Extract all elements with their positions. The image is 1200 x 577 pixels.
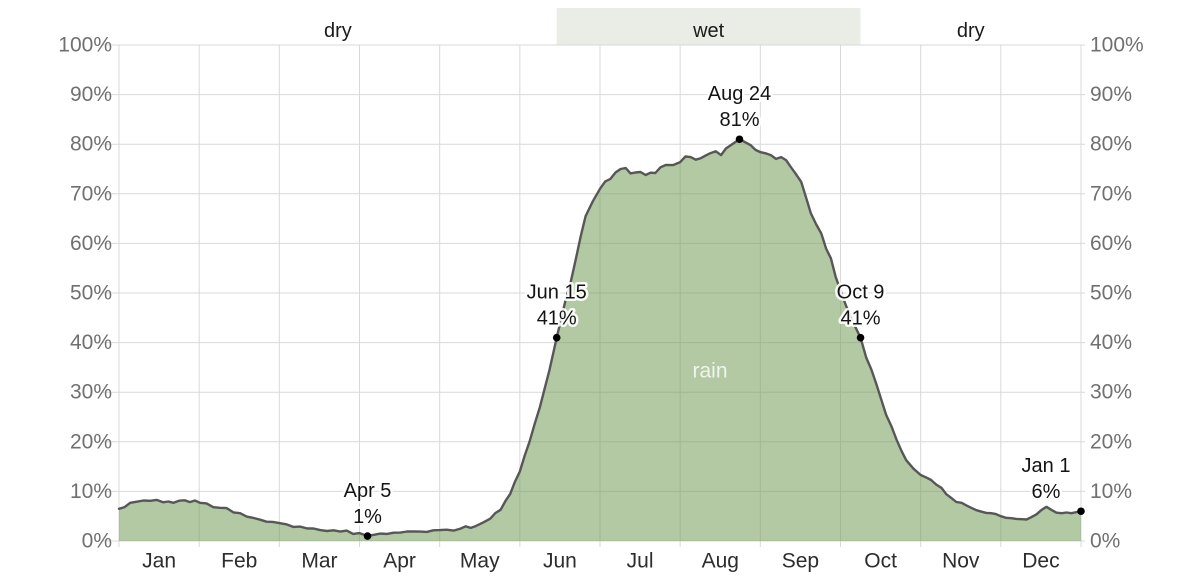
annotation-value-apr5: 1%	[353, 506, 382, 528]
gridlines	[102, 44, 1085, 547]
x-axis-label-sep: Sep	[782, 550, 819, 573]
rain-area	[119, 139, 1081, 541]
annotation-dot-aug24	[735, 135, 744, 144]
y-axis-label-right: 30%	[1090, 381, 1132, 404]
annotation-dot-jan1	[1077, 507, 1085, 516]
y-axis-label-right: 20%	[1090, 430, 1132, 453]
x-axis-label-may: May	[460, 550, 500, 573]
season-label-dry-2: dry	[957, 20, 985, 42]
y-axis-label-left: 80%	[70, 133, 112, 156]
x-axis-label-oct: Oct	[864, 550, 897, 573]
annotation-date-apr5: Apr 5	[344, 480, 392, 502]
season-label-wet-1: wet	[692, 20, 725, 42]
wet-season-band	[556, 8, 861, 45]
y-axis-label-left: 60%	[70, 232, 112, 255]
y-axis-label-right: 70%	[1090, 182, 1132, 205]
y-axis-label-left: 30%	[70, 381, 112, 404]
annotation-date-jan1: Jan 1	[1022, 455, 1071, 477]
rain-area-label: rain	[692, 360, 727, 383]
y-axis-label-right: 0%	[1090, 530, 1120, 553]
y-axis-label-left: 40%	[70, 331, 112, 354]
y-axis-label-right: 60%	[1090, 232, 1132, 255]
annotation-value-jun15: 41%	[537, 308, 577, 330]
x-axis-label-aug: Aug	[702, 550, 739, 573]
season-label-dry-0: dry	[324, 20, 352, 42]
x-axis-label-apr: Apr	[383, 550, 416, 573]
x-axis-label-mar: Mar	[301, 550, 337, 573]
annotation-date-oct9: Oct 9	[837, 282, 885, 304]
x-axis-label-dec: Dec	[1022, 550, 1059, 573]
annotation-dot-apr5	[363, 532, 372, 540]
y-axis-label-right: 90%	[1090, 83, 1132, 106]
x-axis-label-nov: Nov	[942, 550, 980, 573]
y-axis-label-left: 0%	[82, 530, 112, 553]
x-axis-label-jan: Jan	[142, 550, 176, 573]
y-axis-label-left: 50%	[70, 282, 112, 305]
y-axis-label-left: 100%	[58, 34, 112, 57]
annotation-value-oct9: 41%	[841, 308, 881, 330]
y-axis-label-left: 90%	[70, 83, 112, 106]
x-axis-label-feb: Feb	[221, 550, 257, 573]
y-axis-label-right: 50%	[1090, 282, 1132, 305]
annotation-dot-oct9	[856, 333, 865, 342]
y-axis-label-right: 10%	[1090, 480, 1132, 503]
y-axis-label-right: 80%	[1090, 133, 1132, 156]
x-axis-label-jun: Jun	[543, 550, 577, 573]
y-axis-label-right: 40%	[1090, 331, 1132, 354]
annotation-value-jan1: 6%	[1032, 481, 1061, 503]
x-axis-label-jul: Jul	[627, 550, 654, 573]
annotation-dot-jun15	[552, 333, 561, 342]
annotation-value-aug24: 81%	[719, 109, 759, 131]
annotation-date-jun15: Jun 15	[527, 282, 587, 304]
y-axis-label-right: 100%	[1090, 34, 1144, 57]
y-axis-label-left: 10%	[70, 480, 112, 503]
y-axis-label-left: 20%	[70, 430, 112, 453]
annotation-date-aug24: Aug 24	[708, 83, 771, 105]
rain-line	[117, 138, 1083, 538]
y-axis-label-left: 70%	[70, 182, 112, 205]
